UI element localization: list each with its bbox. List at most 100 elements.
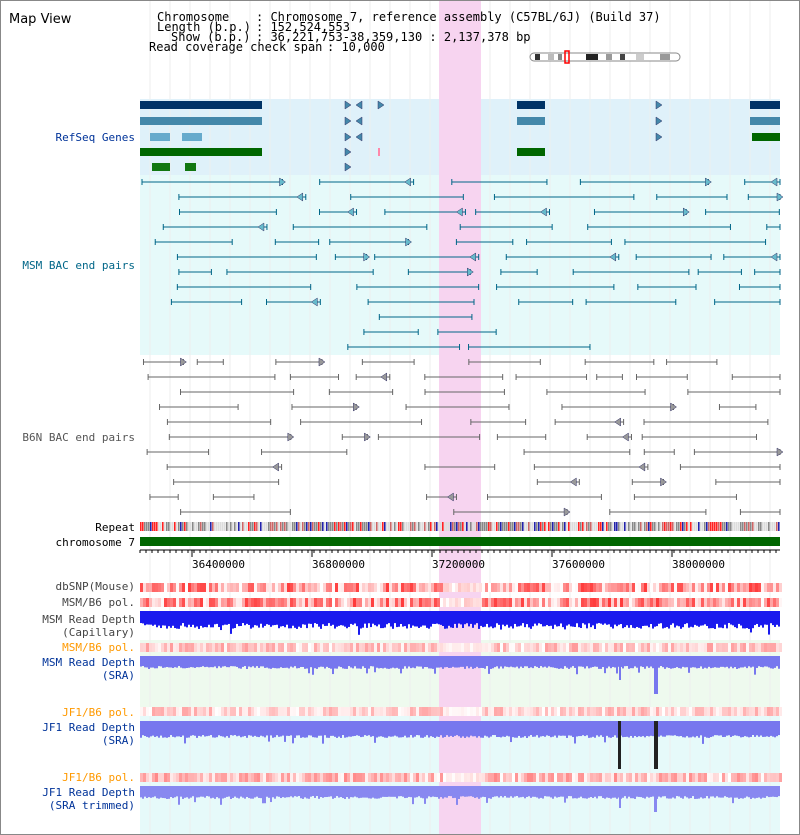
msm-b6-pol-cell [182, 598, 185, 607]
msm-depth-capillary-label[interactable]: MSM Read Depth [42, 613, 135, 626]
jf1-trimmed-depth-bar [594, 786, 596, 797]
jf1-b6-pol-trimmed-cell [416, 773, 419, 782]
msm-b6-pol-sra-cell [587, 643, 590, 652]
dbsnp-heat-cell [431, 583, 434, 592]
jf1-sra-depth-bar [626, 721, 628, 737]
chromosome-track-label[interactable]: chromosome 7 [55, 536, 135, 549]
jf1-b6-pol-trimmed-cell [617, 773, 620, 782]
jf1-trimmed-depth-bar [602, 786, 604, 798]
repeat-element [552, 522, 554, 531]
jf1-trimmed-depth-bar [514, 786, 516, 797]
jf1-b6-pol-trimmed-cell [776, 773, 779, 782]
jf1-trimmed-depth-bar [470, 786, 472, 797]
msm-capillary-depth-bar [740, 611, 742, 626]
jf1-b6-pol-trimmed-label[interactable]: JF1/B6 pol. [62, 771, 135, 784]
jf1-b6-pol-cell [452, 707, 455, 716]
repeat-element [716, 522, 718, 531]
dbsnp-heat-cell [365, 583, 368, 592]
msm-b6-pol-cell [248, 598, 251, 607]
msm-b6-pol-sra-cell [758, 643, 761, 652]
msm-sra-depth-bar [552, 656, 554, 668]
dbsnp-heat-cell [392, 583, 395, 592]
msm-sra-depth-bar [688, 656, 690, 673]
msm-b6-pol-cell [455, 598, 458, 607]
dbsnp-track-label[interactable]: dbSNP(Mouse) [55, 580, 135, 593]
jf1-sra-depth-bar [540, 721, 542, 737]
jf1-trimmed-depth-bar [220, 786, 222, 805]
jf1-b6-pol-trimmed-cell [731, 773, 734, 782]
jf1-sra-depth-bar [348, 721, 350, 737]
repeat-element [742, 522, 744, 531]
msm-b6-pol-sra-label[interactable]: MSM/B6 pol. [62, 641, 135, 654]
jf1-sra-depth-bar [296, 721, 298, 736]
jf1-depth-trimmed-label[interactable]: JF1 Read Depth [42, 786, 135, 799]
msm-sra-depth-bar [668, 656, 670, 668]
jf1-sra-depth-bar [596, 721, 598, 736]
repeat-track-label[interactable]: Repeat [95, 521, 135, 534]
jf1-trimmed-depth-bar [606, 786, 608, 798]
dbsnp-heat-cell [332, 583, 335, 592]
jf1-b6-pol-label[interactable]: JF1/B6 pol. [62, 706, 135, 719]
msm-capillary-depth-bar [294, 611, 296, 628]
repeat-element [644, 522, 646, 531]
b6n-bac-track-label[interactable]: B6N BAC end pairs [22, 431, 135, 444]
msm-b6-pol-sra-cell [365, 643, 368, 652]
jf1-depth-sra-label[interactable]: JF1 Read Depth [42, 721, 135, 734]
repeat-element [548, 522, 550, 531]
msm-sra-depth-bar [144, 656, 146, 668]
gene-exon [517, 148, 545, 156]
repeat-element [608, 522, 610, 531]
msm-capillary-depth-bar [488, 611, 490, 628]
jf1-b6-pol-trimmed-cell [719, 773, 722, 782]
msm-b6-pol-track-label[interactable]: MSM/B6 pol. [62, 596, 135, 609]
msm-capillary-depth-bar [188, 611, 190, 625]
msm-sra-depth-bar [662, 656, 664, 668]
jf1-sra-depth-bar [354, 721, 356, 736]
jf1-sra-depth-bar [140, 721, 142, 738]
jf1-trimmed-depth-bar [216, 786, 218, 798]
jf1-trimmed-depth-bar [314, 786, 316, 798]
dbsnp-heat-cell [674, 583, 677, 592]
msm-sra-depth-bar [726, 656, 728, 667]
msm-capillary-depth-bar [486, 611, 488, 624]
jf1-sra-depth-bar [336, 721, 338, 738]
jf1-b6-pol-cell [575, 707, 578, 716]
jf1-trimmed-depth-bar [674, 786, 676, 799]
msm-capillary-depth-bar [232, 611, 234, 629]
msm-b6-pol-cell [353, 598, 356, 607]
repeat-element [634, 522, 636, 531]
repeat-element [278, 522, 280, 531]
jf1-trimmed-depth-bar [500, 786, 502, 797]
jf1-trimmed-depth-bar [728, 786, 730, 798]
dbsnp-heat-cell [329, 583, 332, 592]
msm-b6-pol-cell [260, 598, 263, 607]
jf1-trimmed-depth-bar [526, 786, 528, 797]
jf1-trimmed-depth-bar [140, 786, 142, 798]
msm-depth-sra-label[interactable]: MSM Read Depth [42, 656, 135, 669]
jf1-trimmed-depth-bar [648, 786, 650, 798]
jf1-trimmed-depth-bar [556, 786, 558, 798]
jf1-b6-pol-cell [329, 707, 332, 716]
repeat-element [240, 522, 242, 531]
dbsnp-heat-cell [473, 583, 476, 592]
jf1-b6-pol-trimmed-cell [554, 773, 557, 782]
jf1-trimmed-depth-bar [474, 786, 476, 798]
msm-sra-depth-bar [494, 656, 496, 668]
msm-b6-pol-sra-cell [545, 643, 548, 652]
msm-bac-track-label[interactable]: MSM BAC end pairs [22, 259, 135, 272]
jf1-trimmed-depth-bar [284, 786, 286, 798]
refseq-track-label[interactable]: RefSeq Genes [55, 131, 135, 144]
msm-sra-depth-bar [704, 656, 706, 668]
dbsnp-heat-cell [650, 583, 653, 592]
msm-bac-arrow [467, 267, 474, 277]
dbsnp-heat-cell [728, 583, 731, 592]
jf1-sra-depth-bar [432, 721, 434, 737]
msm-bac-arrow [683, 207, 690, 217]
jf1-sra-depth-bar [264, 721, 266, 738]
msm-b6-pol-sra-cell [680, 643, 683, 652]
dbsnp-heat-cell [305, 583, 308, 592]
msm-capillary-depth-bar [614, 611, 616, 625]
jf1-b6-pol-cell [569, 707, 572, 716]
msm-capillary-depth-bar [328, 611, 330, 624]
